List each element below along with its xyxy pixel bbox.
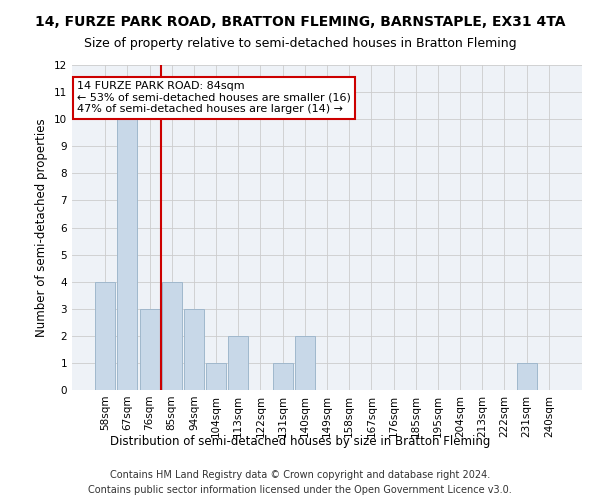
Bar: [517, 363, 536, 390]
Text: Contains public sector information licensed under the Open Government Licence v3: Contains public sector information licen…: [88, 485, 512, 495]
Y-axis label: Number of semi-detached properties: Number of semi-detached properties: [35, 118, 49, 337]
Bar: [95, 282, 115, 390]
Text: Size of property relative to semi-detached houses in Bratton Fleming: Size of property relative to semi-detach…: [83, 38, 517, 51]
Bar: [162, 282, 182, 390]
Text: Distribution of semi-detached houses by size in Bratton Fleming: Distribution of semi-detached houses by …: [110, 435, 490, 448]
Bar: [184, 308, 204, 390]
Text: 14 FURZE PARK ROAD: 84sqm
← 53% of semi-detached houses are smaller (16)
47% of : 14 FURZE PARK ROAD: 84sqm ← 53% of semi-…: [77, 81, 351, 114]
Text: Contains HM Land Registry data © Crown copyright and database right 2024.: Contains HM Land Registry data © Crown c…: [110, 470, 490, 480]
Bar: [295, 336, 315, 390]
Bar: [118, 119, 137, 390]
Bar: [206, 363, 226, 390]
Text: 14, FURZE PARK ROAD, BRATTON FLEMING, BARNSTAPLE, EX31 4TA: 14, FURZE PARK ROAD, BRATTON FLEMING, BA…: [35, 15, 565, 29]
Bar: [272, 363, 293, 390]
Bar: [228, 336, 248, 390]
Bar: [140, 308, 160, 390]
